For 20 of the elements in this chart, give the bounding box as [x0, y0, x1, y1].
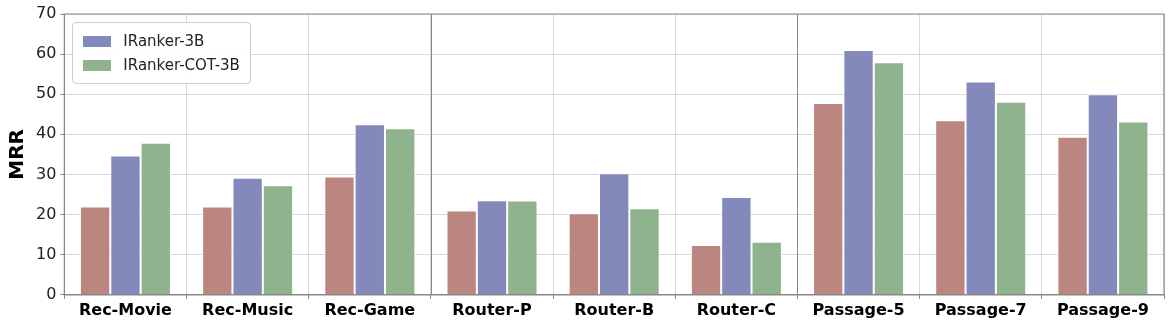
x-tick-label: Router-P: [452, 299, 532, 319]
x-tick-label: Passage-5: [812, 299, 905, 319]
x-tick-label: Rec-Game: [324, 299, 416, 319]
y-tick-label: 50: [36, 83, 57, 103]
y-tick-label: 10: [36, 243, 57, 263]
x-tick-label: Passage-9: [1056, 299, 1149, 319]
x-tick-label: Router-B: [574, 299, 655, 319]
y-tick-label: 70: [36, 3, 57, 23]
x-tick-label: Rec-Movie: [78, 299, 173, 319]
y-tick-label: 30: [36, 163, 57, 183]
x-tick-label: Passage-7: [934, 299, 1027, 319]
x-tick-label: Rec-Music: [202, 299, 294, 319]
y-tick-label: 0: [46, 283, 57, 303]
y-tick-label: 40: [36, 123, 57, 143]
legend-label: IRanker-COT-3B: [123, 56, 240, 74]
y-tick-label: 60: [36, 43, 57, 63]
legend-label: IRanker-3B: [123, 32, 205, 50]
x-tick-label: Router-C: [696, 299, 777, 319]
y-tick-label: 20: [36, 203, 57, 223]
y-axis-title: MRR: [4, 129, 29, 180]
